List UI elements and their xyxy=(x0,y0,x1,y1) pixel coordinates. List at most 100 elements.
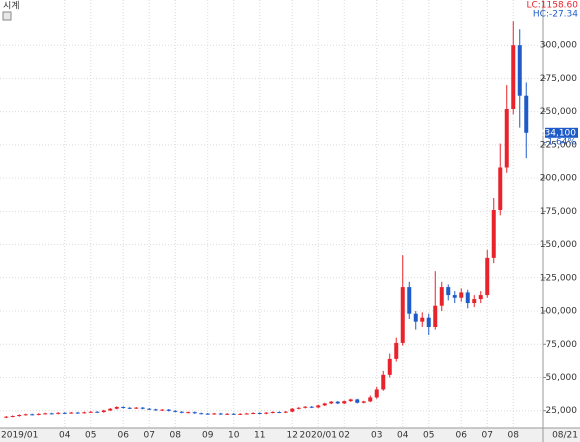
x-tick-label: 11 xyxy=(254,431,265,441)
candle-body xyxy=(342,401,347,404)
x-tick-label: 03 xyxy=(371,431,382,441)
candle-body xyxy=(147,408,152,410)
candle-body xyxy=(251,412,256,414)
x-tick-label: 06 xyxy=(118,431,130,441)
candle-body xyxy=(186,412,191,414)
candle-body xyxy=(439,287,444,306)
candle-body xyxy=(88,411,93,413)
candle-body xyxy=(478,295,483,300)
candle-body xyxy=(277,412,282,414)
candle-body xyxy=(413,313,418,322)
candle-body xyxy=(205,413,210,415)
candle-body xyxy=(10,416,15,418)
x-tick-label: 07 xyxy=(482,431,493,441)
candle-body xyxy=(361,401,366,403)
candle-body xyxy=(36,413,41,415)
x-tick-label: 08 xyxy=(508,431,520,441)
candle-body xyxy=(524,95,529,133)
candle-body xyxy=(75,412,80,414)
y-tick-label: 150,000 xyxy=(540,240,577,250)
x-tick-label: 10 xyxy=(228,431,240,441)
candle-body xyxy=(420,317,425,322)
candle-body xyxy=(62,412,67,414)
x-tick-label: 12 xyxy=(287,431,298,441)
candle-body xyxy=(465,292,470,304)
candle-body xyxy=(498,167,503,211)
candle-body xyxy=(264,412,269,414)
y-tick-label: 50,000 xyxy=(546,373,578,383)
x-tick-label: 04 xyxy=(59,431,71,441)
x-tick-label: 08/21 xyxy=(552,431,578,441)
candle-body xyxy=(17,414,22,417)
candle-body xyxy=(23,414,28,416)
candle-body xyxy=(49,413,54,415)
candle-body xyxy=(160,409,165,411)
candle-body xyxy=(348,399,353,402)
candle-body xyxy=(517,45,522,96)
candle-body xyxy=(270,412,275,414)
candle-body xyxy=(43,413,48,415)
candle-body xyxy=(108,408,113,411)
y-tick-label: 300,000 xyxy=(540,41,577,51)
x-tick-label: 08 xyxy=(170,431,182,441)
x-tick-label: 07 xyxy=(144,431,155,441)
candle-body xyxy=(121,406,126,408)
x-tick-label: 05 xyxy=(85,431,96,441)
candle-body xyxy=(225,413,230,415)
price-tag xyxy=(545,127,578,138)
candle-body xyxy=(485,257,490,296)
y-tick-label: 175,000 xyxy=(540,207,577,217)
change-label: -1.64% xyxy=(544,137,576,147)
candle-body xyxy=(504,108,509,168)
candle-body xyxy=(387,358,392,375)
y-tick-label: 25,000 xyxy=(546,406,578,416)
candle-body xyxy=(69,412,74,414)
candle-body xyxy=(192,412,197,414)
candle-body xyxy=(368,397,373,402)
candle-body xyxy=(316,405,321,408)
candle-body xyxy=(511,45,516,109)
candle-body xyxy=(153,409,158,411)
candle-body xyxy=(491,210,496,258)
candle-body xyxy=(140,407,145,409)
y-tick-label: 275,000 xyxy=(540,74,577,84)
candle-body xyxy=(95,411,100,413)
candle-body xyxy=(309,406,314,408)
candle-body xyxy=(127,407,132,409)
candle-body xyxy=(212,413,217,415)
candle-body xyxy=(374,389,379,398)
candle-body xyxy=(134,407,139,409)
x-tick-label: 09 xyxy=(202,431,214,441)
candle-body xyxy=(166,409,171,411)
candle-body xyxy=(30,414,35,416)
x-tick-label: 2020/01 xyxy=(300,431,337,441)
y-tick-label: 225,000 xyxy=(540,140,577,150)
candle-body xyxy=(257,412,262,414)
candle-body xyxy=(459,292,464,298)
candle-body xyxy=(433,305,438,327)
candle-body xyxy=(472,299,477,304)
x-tick-label: 2019/01 xyxy=(1,431,38,441)
candle-body xyxy=(426,317,431,327)
y-tick-label: 75,000 xyxy=(546,340,578,350)
candle-body xyxy=(244,413,249,415)
candle-body xyxy=(290,408,295,412)
y-tick-label: 100,000 xyxy=(540,307,577,317)
candle-body xyxy=(4,416,9,418)
hc-label: HC:-27.34 xyxy=(533,10,578,20)
candle-body xyxy=(283,411,288,413)
y-tick-label: 200,000 xyxy=(540,174,577,184)
y-tick-label: 125,000 xyxy=(540,273,577,283)
y-tick-label: 250,000 xyxy=(540,107,577,117)
candle-body xyxy=(394,342,399,359)
lc-label: LC:1158.60 xyxy=(526,1,578,11)
candle-body xyxy=(329,401,334,404)
candle-body xyxy=(218,413,223,415)
candle-body xyxy=(238,413,243,415)
x-tick-label: 05 xyxy=(423,431,434,441)
indicator-icon[interactable] xyxy=(2,11,12,21)
x-tick-label: 02 xyxy=(339,431,350,441)
candle-body xyxy=(452,295,457,298)
